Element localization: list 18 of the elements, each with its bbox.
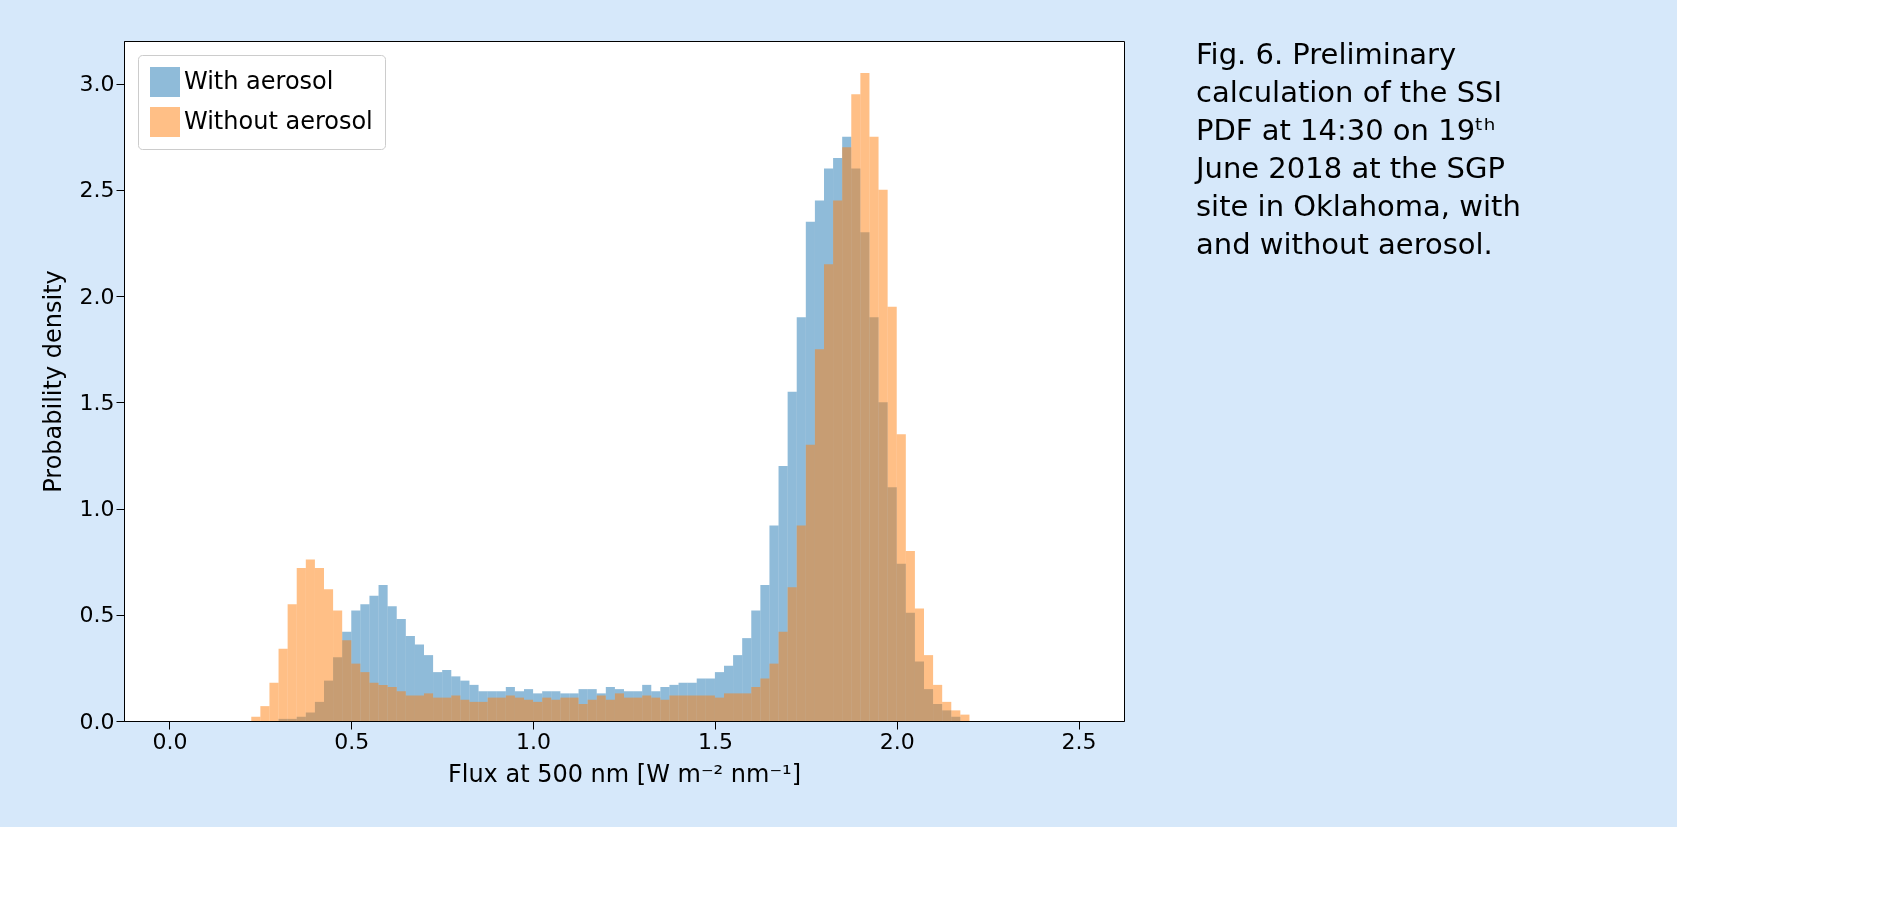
x-tick-label: 0.0 [152, 728, 188, 754]
y-tick-label: 3.0 [79, 71, 115, 96]
x-tick-label: 2.0 [879, 728, 915, 754]
legend-label: Without aerosol [184, 107, 373, 135]
legend-label: With aerosol [184, 67, 334, 95]
y-tick-label: 2.0 [79, 283, 115, 309]
x-tick-label: 2.5 [1061, 728, 1097, 754]
x-tick-label: 0.5 [334, 728, 370, 754]
x-axis-title: Flux at 500 nm [W m⁻² nm⁻¹] [447, 759, 802, 788]
y-axis-title: Probability density [38, 270, 67, 493]
y-tick-label: 0.5 [79, 602, 115, 628]
x-tick-label: 1.5 [697, 728, 733, 754]
caption: Fig. 6. Preliminary calculation of the SSI PDF at 14:30 on 19ᵗʰ June 2018 at the SGP site in Oklahoma, with and without aerosol. [1194, 37, 1521, 261]
x-tick-label: 1.0 [516, 728, 552, 754]
y-tick-label: 2.5 [79, 177, 115, 203]
y-tick-label: 1.0 [79, 496, 115, 521]
y-tick-label: 1.5 [79, 389, 115, 415]
y-tick-label: 0.0 [79, 708, 115, 734]
